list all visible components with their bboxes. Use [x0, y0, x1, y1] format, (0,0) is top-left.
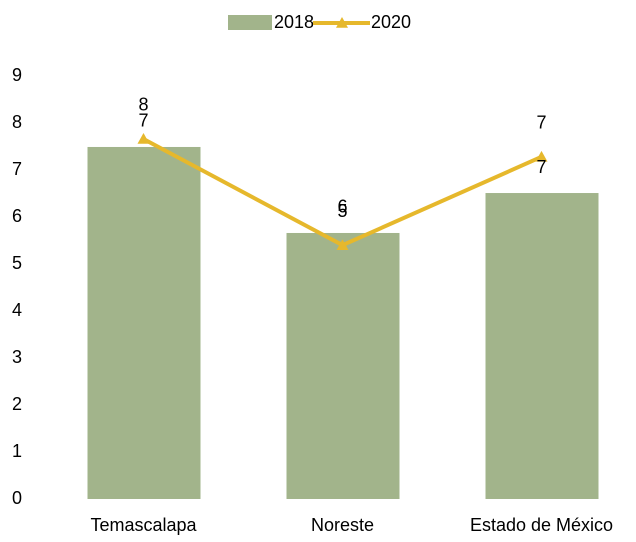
y-tick-label: 0 — [12, 488, 22, 508]
y-tick-label: 8 — [12, 112, 22, 132]
x-tick-label: Estado de México — [470, 515, 613, 535]
data-label: 7 — [536, 157, 546, 177]
bar — [485, 193, 599, 499]
y-tick-label: 2 — [12, 394, 22, 414]
y-tick-label: 6 — [12, 206, 22, 226]
data-label: 7 — [536, 113, 546, 133]
data-label: 6 — [337, 197, 347, 217]
y-tick-label: 4 — [12, 300, 22, 320]
y-tick-label: 1 — [12, 441, 22, 461]
bar — [87, 146, 201, 499]
line-marker — [535, 150, 548, 162]
y-tick-label: 9 — [12, 65, 22, 85]
line — [142, 137, 543, 248]
data-label: 8 — [138, 95, 148, 115]
y-tick-label: 5 — [12, 253, 22, 273]
x-tick-label: Temascalapa — [90, 515, 197, 535]
y-tick-label: 7 — [12, 159, 22, 179]
data-label: 7 — [138, 111, 148, 131]
legend-swatch — [228, 15, 272, 30]
y-tick-label: 3 — [12, 347, 22, 367]
legend-label: 2020 — [371, 12, 411, 32]
data-label: 5 — [337, 201, 347, 221]
bar — [286, 232, 400, 500]
line-marker — [336, 239, 349, 250]
line-marker — [137, 132, 150, 144]
x-tick-label: Noreste — [311, 515, 374, 535]
legend-marker — [336, 17, 348, 28]
legend-label: 2018 — [274, 12, 314, 32]
